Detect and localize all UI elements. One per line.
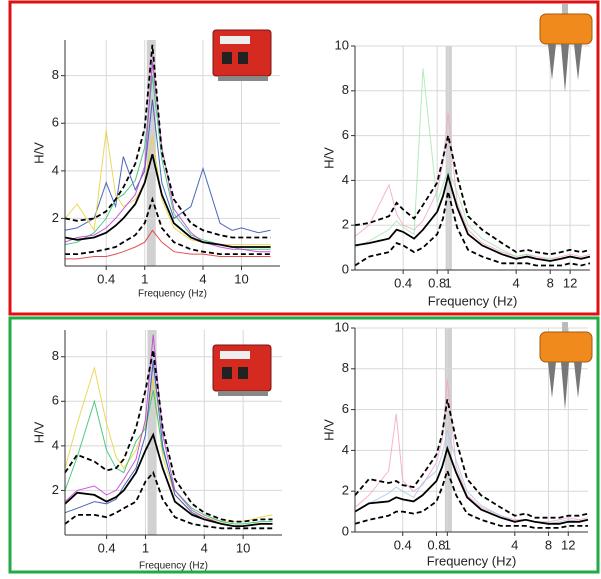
x-tick-label: 0.8 <box>427 537 445 552</box>
y-tick-label: 8 <box>342 360 349 375</box>
highlight-band <box>444 328 452 532</box>
y-tick-label: 4 <box>52 437 59 452</box>
x-tick-label: 12 <box>563 275 577 290</box>
device-red-bottom <box>212 344 272 396</box>
series-line <box>65 229 271 260</box>
series-line <box>354 191 591 267</box>
y-tick-label: 0 <box>342 523 349 538</box>
series-line <box>64 349 273 523</box>
device-orange-top <box>539 4 593 92</box>
y-axis-label: H/V <box>321 147 336 169</box>
green-frame <box>8 316 600 574</box>
y-tick-label: 2 <box>342 483 349 498</box>
highlight-band <box>146 40 156 266</box>
x-axis-label: Frequency (Hz) <box>139 561 208 572</box>
x-tick-label: 1 <box>142 540 149 555</box>
series-line <box>354 172 591 262</box>
y-tick-label: 0 <box>342 261 349 276</box>
x-tick-label: 4 <box>199 271 206 286</box>
y-tick-label: 8 <box>52 67 59 82</box>
x-axis-label: Frequency (Hz) <box>428 293 518 308</box>
series-line <box>64 99 271 234</box>
series-line <box>354 445 589 525</box>
y-axis-label: H/V <box>31 421 46 443</box>
x-tick-label: 4 <box>201 540 208 555</box>
series-line <box>64 153 271 248</box>
x-tick-label: 0.4 <box>394 275 412 290</box>
y-tick-label: 4 <box>342 172 349 187</box>
y-tick-label: 6 <box>52 115 59 130</box>
x-axis-label: Frequency (Hz) <box>427 553 517 568</box>
series-line <box>354 399 589 519</box>
y-tick-label: 6 <box>52 393 59 408</box>
series-line <box>65 196 271 255</box>
y-axis-label: H/V <box>31 142 46 164</box>
x-tick-label: 4 <box>511 537 518 552</box>
x-tick-label: 10 <box>236 540 250 555</box>
highlight-band <box>147 330 157 535</box>
highlight-band <box>445 46 452 270</box>
red-frame <box>8 0 600 316</box>
x-tick-label: 10 <box>234 271 248 286</box>
y-tick-label: 6 <box>342 401 349 416</box>
series-line <box>64 432 273 527</box>
x-tick-label: 0.8 <box>428 275 446 290</box>
x-tick-label: 8 <box>545 537 552 552</box>
series-line <box>354 429 589 525</box>
x-tick-label: 1 <box>444 537 451 552</box>
series-line <box>64 61 271 253</box>
x-tick-label: 12 <box>561 537 575 552</box>
series-line <box>64 470 273 530</box>
x-tick-label: 4 <box>513 275 520 290</box>
series-line <box>354 378 589 523</box>
series-line <box>354 135 591 256</box>
y-tick-label: 4 <box>52 162 59 177</box>
y-tick-label: 10 <box>335 37 349 52</box>
x-tick-label: 1 <box>141 271 148 286</box>
x-axis-label: Frequency (Hz) <box>138 289 207 300</box>
y-tick-label: 8 <box>52 348 59 363</box>
series-line <box>64 130 271 246</box>
y-tick-label: 2 <box>342 217 349 232</box>
device-orange-bottom <box>539 322 593 410</box>
series-line <box>354 113 591 260</box>
y-tick-label: 4 <box>342 442 349 457</box>
y-tick-label: 6 <box>342 127 349 142</box>
y-tick-label: 2 <box>52 210 59 225</box>
y-tick-label: 10 <box>335 319 349 334</box>
x-tick-label: 0.4 <box>98 540 116 555</box>
series-line <box>64 390 273 525</box>
device-red-top <box>212 29 272 81</box>
y-tick-label: 2 <box>52 482 59 497</box>
series-line <box>354 68 591 260</box>
x-tick-label: 0.4 <box>97 271 115 286</box>
x-tick-label: 1 <box>445 275 452 290</box>
series-line <box>64 44 271 239</box>
x-tick-label: 8 <box>547 275 554 290</box>
y-tick-label: 8 <box>342 82 349 97</box>
series-line <box>354 467 588 529</box>
x-tick-label: 0.4 <box>394 537 412 552</box>
y-axis-label: H/V <box>321 419 336 441</box>
